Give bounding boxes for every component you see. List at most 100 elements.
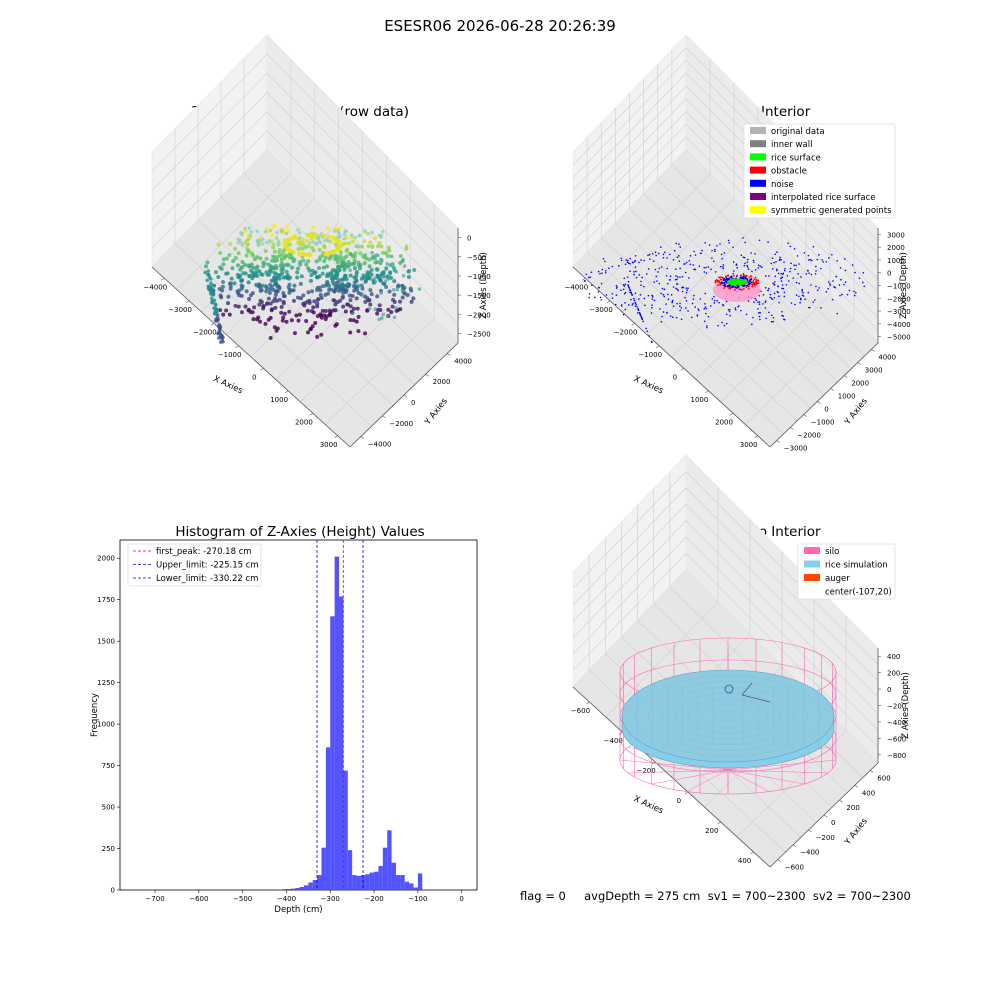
raw-point [337, 278, 342, 283]
raw-point [227, 253, 232, 258]
raw-point [313, 321, 318, 326]
raw-point [267, 272, 272, 277]
raw-point [287, 248, 292, 253]
noise-point [764, 307, 767, 309]
noise-point [680, 318, 683, 321]
raw-point [310, 324, 315, 329]
rice-surface-point [739, 274, 742, 277]
noise-point [713, 302, 716, 304]
noise-point [622, 288, 625, 291]
floor-gridline [601, 237, 798, 422]
raw-point [228, 241, 233, 246]
noise-point [750, 252, 752, 254]
raw-point [221, 262, 226, 267]
raw-point [236, 263, 241, 268]
noise-point [708, 244, 711, 246]
noise-point [674, 278, 677, 281]
raw-point [349, 233, 354, 237]
raw-point [260, 242, 265, 246]
noise-point [781, 276, 784, 279]
noise-point [777, 272, 780, 275]
histogram-bar [325, 747, 331, 890]
raw-point [203, 264, 208, 269]
raw-point [401, 257, 405, 262]
noise-point [672, 305, 675, 307]
histogram-bar [334, 556, 340, 890]
rice-surface-point [726, 274, 729, 277]
noise-point [654, 268, 657, 271]
raw-point [238, 267, 243, 272]
noise-point [659, 308, 661, 310]
noise-point [657, 271, 659, 273]
noise-point [792, 277, 795, 279]
noise-point [816, 289, 819, 292]
z-tick-label: −1000 [467, 273, 491, 281]
y-axis-line [769, 342, 879, 448]
noise-point [854, 271, 856, 274]
raw-point [272, 255, 277, 260]
raw-point [328, 313, 333, 318]
raw-point [352, 280, 357, 285]
raw-point [283, 254, 288, 259]
noise-point [768, 275, 770, 277]
raw-point [309, 232, 315, 238]
silo-bottom-spoke [727, 769, 805, 785]
raw-point [387, 248, 392, 253]
noise-point [744, 262, 746, 265]
raw-point [344, 277, 349, 282]
x-tick-label: −200 [364, 895, 383, 903]
y-tick-label: −1000 [811, 419, 835, 427]
y-tick-label: 200 [846, 804, 859, 812]
noise-point [620, 289, 622, 291]
noise-point [694, 268, 697, 271]
raw-point [344, 249, 349, 254]
raw-point [309, 273, 314, 278]
noise-point [789, 245, 792, 248]
raw-point [308, 241, 312, 245]
noise-point [669, 278, 671, 281]
raw-point [329, 287, 334, 292]
raw-point [224, 308, 229, 313]
x-tick [606, 300, 611, 303]
x-tick [684, 791, 689, 795]
raw-point [368, 302, 373, 307]
raw-point [259, 288, 264, 293]
back-gridline [151, 130, 268, 249]
back-gridline [572, 487, 687, 606]
y-tick-label: −2000 [389, 420, 413, 428]
noise-point [681, 290, 684, 293]
noise-point [662, 293, 665, 296]
noise-point [734, 307, 737, 309]
noise-point [680, 307, 683, 309]
raw-point [244, 253, 249, 258]
raw-point [365, 272, 370, 277]
raw-point [256, 238, 261, 243]
noise-point [662, 257, 665, 259]
noise-point [629, 289, 631, 292]
raw-point [334, 285, 339, 290]
raw-point [322, 245, 327, 250]
histogram-bar [409, 883, 414, 890]
raw-point [213, 302, 218, 306]
raw-point [356, 314, 361, 319]
raw-point [220, 288, 225, 293]
noise-point [775, 269, 778, 272]
noise-point [666, 257, 668, 259]
rice-surface-point [735, 286, 737, 289]
silo-bottom-spoke [727, 759, 837, 771]
noise-point [776, 251, 778, 253]
noise-point [851, 264, 854, 266]
y-tick [382, 415, 386, 419]
noise-point [771, 257, 774, 260]
back-gridline [572, 504, 687, 622]
noise-point [648, 335, 650, 337]
raw-point [264, 270, 269, 275]
noise-point [722, 303, 724, 306]
floor-gridline [657, 179, 852, 370]
noise-point [764, 287, 767, 289]
y-tick-label: 0 [111, 887, 115, 895]
raw-point [385, 314, 390, 318]
noise-point [758, 315, 761, 318]
noise-point [795, 281, 798, 284]
noise-point [629, 257, 632, 260]
